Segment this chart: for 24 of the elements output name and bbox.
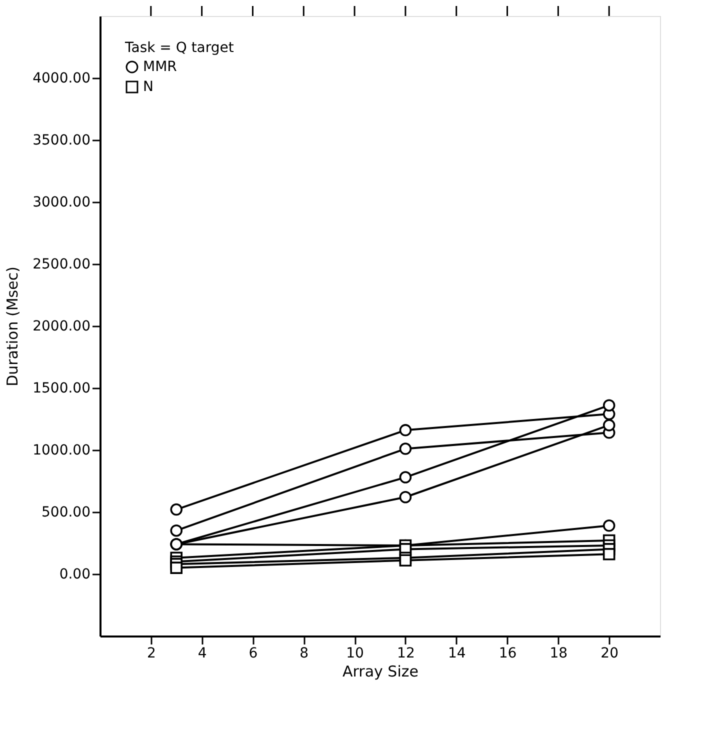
y-axis-title: Duration (Msec) bbox=[4, 266, 22, 386]
x-axis-title: Array Size bbox=[342, 662, 418, 680]
x-tick-label: 8 bbox=[300, 646, 309, 662]
y-tick-label: 2500.00 bbox=[32, 256, 90, 272]
x-tick-label: 10 bbox=[346, 646, 364, 662]
x-tick-label: 4 bbox=[198, 646, 207, 662]
legend-label: N bbox=[143, 79, 154, 95]
x-tick-label: 14 bbox=[448, 646, 466, 662]
y-tick-label: 1500.00 bbox=[32, 380, 90, 396]
x-tick-label: 2 bbox=[146, 646, 156, 662]
y-tick-label: 3500.00 bbox=[32, 132, 90, 148]
y-tick-label: 500.00 bbox=[42, 504, 90, 520]
legend-title: Task = Q target bbox=[124, 40, 234, 56]
y-tick-label: 2000.00 bbox=[32, 318, 90, 334]
y-tick-label: 3000.00 bbox=[32, 194, 90, 210]
y-tick-label: 4000.00 bbox=[32, 70, 90, 86]
x-tick-label: 6 bbox=[248, 646, 258, 662]
x-tick-label: 16 bbox=[498, 646, 517, 662]
y-tick-label: 1000.00 bbox=[32, 442, 90, 458]
x-tick-label: 18 bbox=[550, 646, 568, 662]
x-tick-label: 20 bbox=[600, 646, 619, 662]
y-tick-label: 0.00 bbox=[59, 566, 90, 582]
x-tick-label: 12 bbox=[397, 646, 415, 662]
legend-label: MMR bbox=[143, 59, 178, 75]
